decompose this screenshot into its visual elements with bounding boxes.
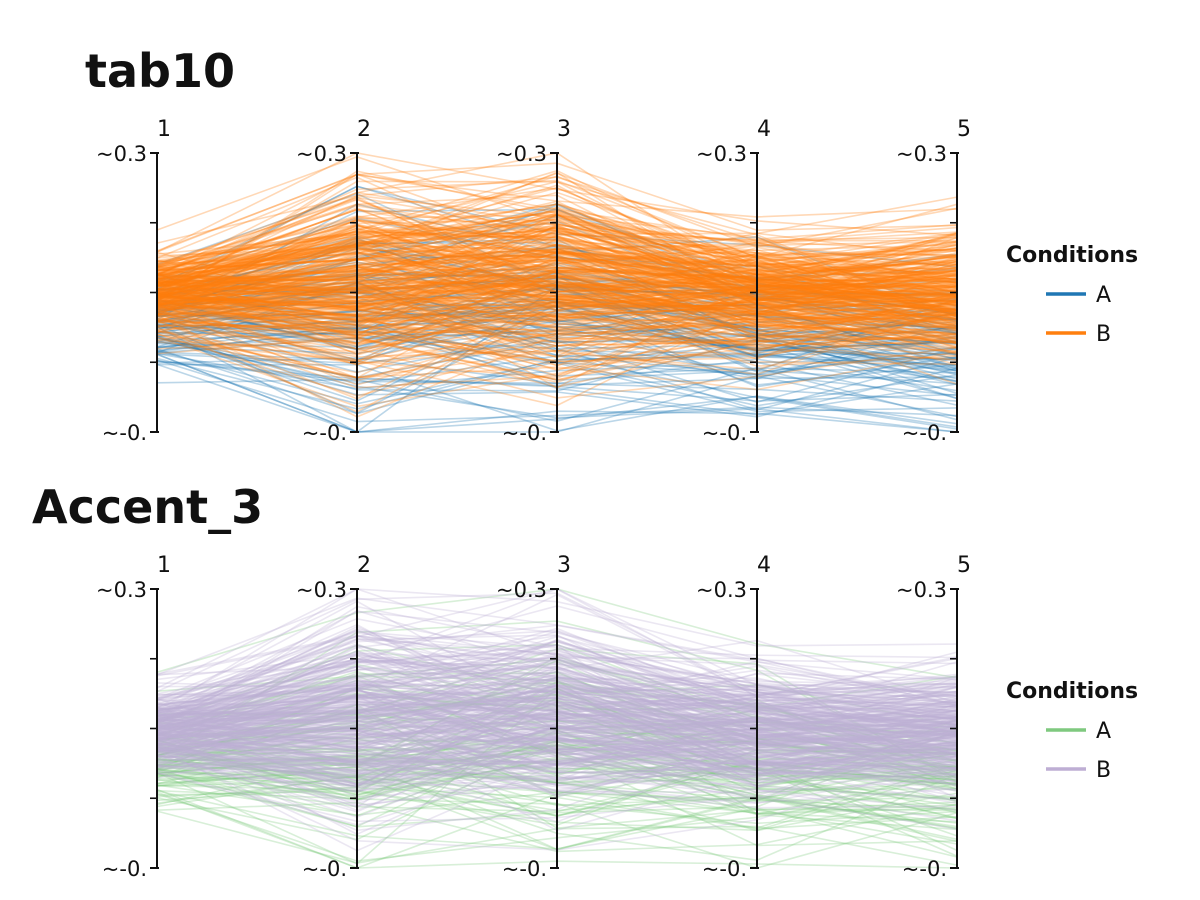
tick-label-bottom: ~-0. — [702, 857, 747, 881]
legend: Conditions A B — [1006, 243, 1138, 347]
axes-layer: 1 ~0.3 ~-0. 2 ~0.3 ~-0. 3 ~0.3 ~-0. 4 ~0.3 ~-0. 5 ~0.… — [96, 553, 971, 881]
tick-label-bottom: ~-0. — [502, 857, 547, 881]
chart-title: tab10 — [85, 44, 235, 98]
tick-label-bottom: ~-0. — [102, 857, 147, 881]
tick-label-top: ~0.3 — [696, 142, 747, 166]
tick-label-top: ~0.3 — [496, 578, 547, 602]
tick-label-bottom: ~-0. — [102, 421, 147, 445]
tick-label-top: ~0.3 — [496, 142, 547, 166]
legend-label-b: B — [1096, 758, 1111, 783]
chart-panel-tab10: tab10 1 ~0.3 ~-0. 2 ~0.3 ~-0. 3 ~0.3 ~-0. 4 ~0.3 ~-… — [85, 44, 1138, 445]
legend: Conditions A B — [1006, 679, 1138, 783]
tick-label-bottom: ~-0. — [302, 421, 347, 445]
axis-label-1: 1 — [157, 117, 171, 142]
tick-label-top: ~0.3 — [696, 578, 747, 602]
legend-title: Conditions — [1006, 243, 1138, 268]
legend-label-a: A — [1096, 719, 1111, 744]
axis-label-2: 2 — [357, 117, 371, 142]
tick-label-top: ~0.3 — [96, 142, 147, 166]
tick-label-bottom: ~-0. — [902, 421, 947, 445]
axis-label-5: 5 — [957, 553, 971, 578]
axis-label-4: 4 — [757, 553, 771, 578]
axis-label-3: 3 — [557, 553, 571, 578]
tick-label-top: ~0.3 — [896, 578, 947, 602]
tick-label-top: ~0.3 — [296, 142, 347, 166]
legend-label-b: B — [1096, 322, 1111, 347]
tick-label-top: ~0.3 — [296, 578, 347, 602]
legend-label-a: A — [1096, 283, 1111, 308]
axes-layer: 1 ~0.3 ~-0. 2 ~0.3 ~-0. 3 ~0.3 ~-0. 4 ~0.3 ~-0. 5 ~0.… — [96, 117, 971, 445]
tick-label-bottom: ~-0. — [302, 857, 347, 881]
tick-label-top: ~0.3 — [896, 142, 947, 166]
axis-label-2: 2 — [357, 553, 371, 578]
chart-panel-accent-3: Accent_3 1 ~0.3 ~-0. 2 ~0.3 ~-0. 3 ~0.3 ~-0. 4 ~0.… — [32, 480, 1138, 881]
axis-label-1: 1 — [157, 553, 171, 578]
tick-label-bottom: ~-0. — [902, 857, 947, 881]
legend-title: Conditions — [1006, 679, 1138, 704]
tick-label-bottom: ~-0. — [702, 421, 747, 445]
chart-title: Accent_3 — [32, 480, 263, 534]
axis-label-4: 4 — [757, 117, 771, 142]
axis-label-3: 3 — [557, 117, 571, 142]
tick-label-bottom: ~-0. — [502, 421, 547, 445]
tick-label-top: ~0.3 — [96, 578, 147, 602]
axis-label-5: 5 — [957, 117, 971, 142]
